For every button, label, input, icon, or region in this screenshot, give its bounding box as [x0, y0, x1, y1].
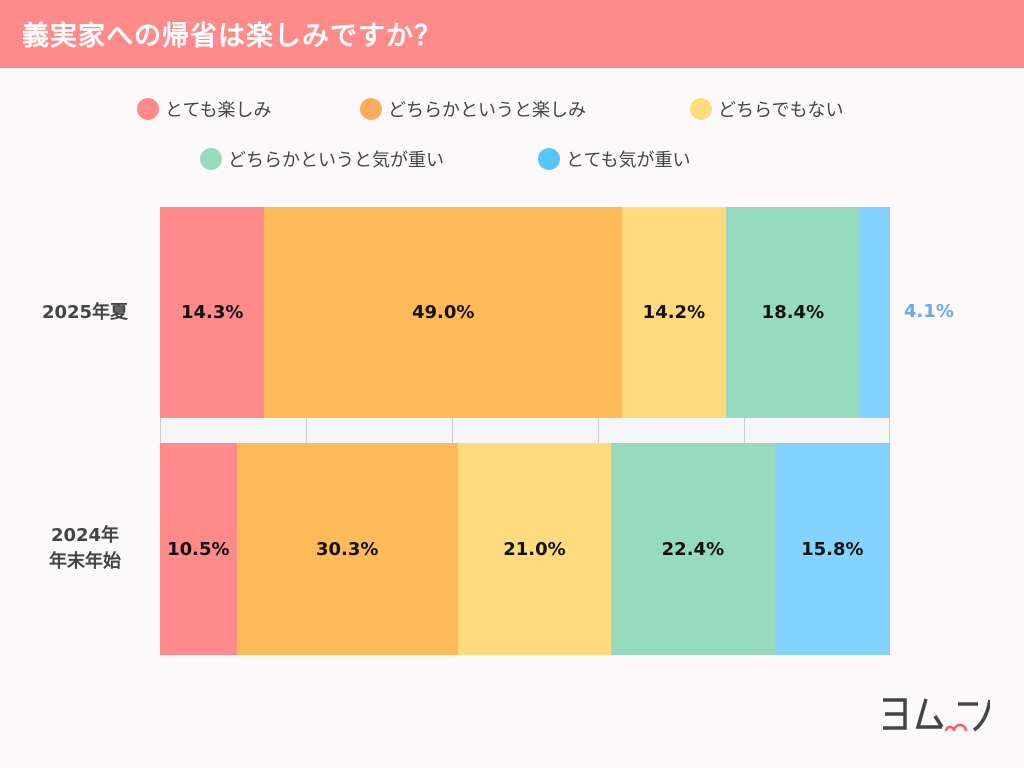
yomuno-logo [880, 694, 992, 742]
data-label: 14.2% [642, 302, 706, 323]
legend-dot-icon [360, 98, 382, 120]
legend-item: どちらでもない [690, 96, 843, 122]
legend-dot-icon [690, 98, 712, 120]
bar-segment: 14.3% [160, 207, 265, 418]
legend-dot-icon [137, 98, 159, 120]
data-label: 4.1% [904, 300, 954, 322]
category-label: 2025年夏 [20, 300, 150, 326]
data-label: 10.5% [167, 538, 230, 560]
legend-label: とても楽しみ [165, 100, 272, 121]
header-bar: 義実家への帰省は楽しみですか？ [0, 0, 1024, 68]
bar-segment: 22.4% [611, 443, 775, 655]
bar-segment: 10.5% [160, 443, 237, 655]
data-label: 18.4% [761, 302, 825, 323]
data-label: 14.3% [180, 302, 244, 323]
bar-segment: 49.0% [264, 207, 623, 418]
legend-label: どちらかというと気が重い [228, 150, 444, 171]
data-label: 22.4% [661, 538, 725, 560]
legend-label: とても気が重い [566, 150, 691, 171]
gridline [306, 418, 307, 443]
category-label-line: 2025年夏 [41, 301, 129, 323]
data-label: 15.8% [801, 538, 864, 560]
bar-segment: 14.2% [622, 207, 726, 418]
gridline [744, 418, 745, 443]
legend-item: とても楽しみ [137, 96, 272, 122]
legend-label: どちらでもない [718, 100, 844, 121]
legend-dot-icon [200, 148, 222, 170]
category-label-line: 年末年始 [49, 551, 121, 572]
chart-title: 義実家への帰省は楽しみですか？ [22, 21, 442, 52]
bar-segment: 30.3% [236, 443, 458, 655]
bar-segment [860, 207, 890, 418]
data-label: 21.0% [503, 538, 566, 560]
bar-segment: 18.4% [725, 207, 861, 418]
legend-item: どちらかというと気が重い [200, 146, 444, 172]
legend-label: どちらかというと楽しみ [388, 100, 586, 121]
bar-segment: 21.0% [457, 443, 612, 655]
data-label: 49.0% [411, 302, 475, 323]
gridline [598, 418, 599, 443]
gridline [452, 418, 453, 443]
legend-item: とても気が重い [538, 146, 691, 172]
legend-item: どちらかというと楽しみ [360, 96, 586, 122]
legend-dot-icon [538, 148, 560, 170]
category-label: 2024年年末年始 [20, 523, 150, 575]
bar-segment: 15.8% [774, 443, 890, 655]
data-label: 30.3% [316, 538, 379, 560]
axis-band [160, 418, 890, 443]
category-label-line: 2024年 [50, 525, 120, 546]
